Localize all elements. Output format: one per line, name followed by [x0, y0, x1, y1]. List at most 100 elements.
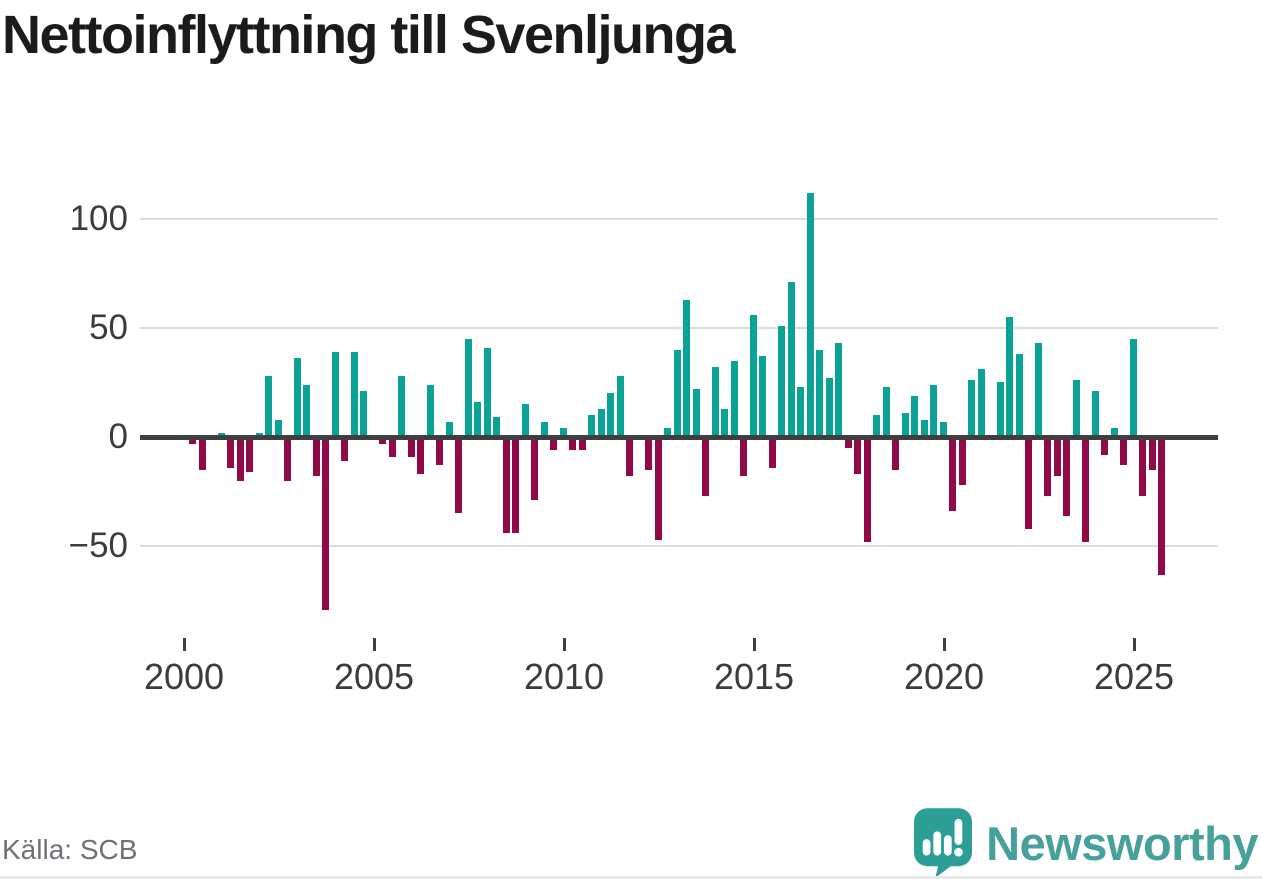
bar-2001Q2 — [236, 437, 244, 481]
bar-2014Q4 — [749, 314, 757, 437]
bar-2007Q2 — [464, 338, 472, 437]
bar-2010Q4 — [597, 408, 605, 437]
bar-2022Q3 — [1044, 437, 1051, 496]
x-axis-label-2020: 2020 — [903, 656, 985, 697]
x-tick-2025 — [1132, 638, 1136, 651]
bar-2003Q3 — [322, 437, 329, 610]
x-tick-2020 — [942, 638, 946, 651]
bar-2012Q4 — [673, 349, 681, 437]
x-axis-label-2005: 2005 — [333, 656, 415, 697]
bar-2022Q1 — [1025, 437, 1032, 529]
bar-2013Q3 — [702, 437, 709, 496]
bar-2015Q1 — [759, 356, 766, 437]
x-axis-label-2025: 2025 — [1093, 656, 1175, 697]
bar-2013Q2 — [692, 389, 700, 437]
bar-2001Q3 — [246, 437, 253, 472]
bar-2002Q1 — [265, 375, 272, 437]
bar-2008Q2 — [502, 437, 510, 534]
bar-2006Q4 — [445, 421, 453, 437]
bar-2009Q1 — [531, 437, 538, 501]
bar-2024Q4 — [1129, 338, 1137, 437]
bar-2019Q1 — [911, 395, 918, 437]
gridline-50 — [140, 326, 1218, 329]
bar-2003Q2 — [312, 437, 320, 477]
bar-2018Q4 — [901, 413, 909, 437]
bar-2011Q3 — [626, 437, 633, 477]
x-tick-2000 — [182, 638, 186, 651]
bar-2019Q2 — [920, 419, 928, 437]
bar-2002Q4 — [293, 358, 301, 437]
bar-2019Q3 — [930, 384, 937, 437]
brand-wordmark: Newsworthy — [986, 816, 1258, 870]
bar-2003Q4 — [331, 351, 339, 437]
bar-2016Q1 — [797, 386, 804, 437]
bar-2016Q4 — [825, 378, 833, 437]
x-axis-label-2000: 2000 — [143, 656, 225, 697]
bar-2002Q3 — [284, 437, 291, 481]
bar-2025Q1 — [1139, 437, 1146, 496]
y-axis-label-0: 0 — [108, 417, 128, 456]
bar-2015Q4 — [787, 282, 795, 437]
bar-2007Q1 — [455, 437, 462, 514]
bar-2020Q2 — [958, 437, 966, 485]
x-axis-label-2010: 2010 — [523, 656, 605, 697]
y-axis-label-100: 100 — [69, 198, 128, 238]
bar-2021Q2 — [996, 382, 1004, 437]
bar-2021Q3 — [1006, 316, 1013, 437]
bar-2022Q2 — [1034, 343, 1042, 437]
bar-2011Q1 — [607, 393, 614, 437]
bar-2006Q3 — [436, 437, 443, 466]
bar-2025Q3 — [1158, 437, 1165, 575]
bar-2008Q1 — [493, 417, 500, 437]
bar-2006Q1 — [417, 437, 424, 475]
bar-2003Q1 — [303, 384, 310, 437]
bar-2004Q2 — [350, 351, 358, 437]
brand-lockup: Newsworthy — [914, 808, 1258, 876]
bar-2015Q2 — [768, 437, 776, 468]
bar-2008Q3 — [512, 437, 519, 534]
gridline-100 — [140, 217, 1218, 220]
bar-2023Q4 — [1091, 391, 1099, 437]
bar-2019Q4 — [939, 421, 947, 437]
bar-2005Q3 — [398, 375, 405, 437]
source-note: Källa: SCB — [2, 834, 138, 865]
bar-2004Q3 — [360, 391, 367, 437]
bar-2020Q1 — [949, 437, 956, 512]
newsworthy-logo-icon — [914, 808, 973, 876]
bar-2008Q4 — [521, 404, 529, 437]
x-axis-line — [140, 434, 1218, 440]
bar-2013Q1 — [683, 299, 690, 437]
bar-2024Q1 — [1101, 437, 1108, 455]
bar-2009Q2 — [540, 421, 548, 437]
x-tick-2015 — [752, 638, 756, 651]
x-tick-2005 — [372, 638, 376, 651]
bar-2018Q1 — [873, 415, 880, 437]
bar-2013Q4 — [711, 367, 719, 437]
bar-2023Q3 — [1082, 437, 1089, 542]
x-axis-label-2015: 2015 — [713, 656, 795, 697]
bar-2021Q4 — [1015, 354, 1023, 437]
bar-2006Q2 — [426, 384, 434, 437]
bar-2020Q4 — [977, 369, 985, 437]
bar-2023Q2 — [1072, 380, 1080, 437]
bar-2005Q1 — [379, 437, 386, 444]
bar-2016Q2 — [806, 192, 814, 437]
bar-2022Q4 — [1053, 437, 1061, 477]
bar-2001Q1 — [227, 437, 234, 468]
bar-2017Q4 — [863, 437, 871, 542]
bar-2018Q2 — [882, 386, 890, 437]
bar-2009Q3 — [550, 437, 557, 451]
bar-2017Q1 — [835, 343, 842, 437]
bar-2014Q1 — [721, 408, 728, 437]
bar-2024Q3 — [1120, 437, 1127, 466]
chart-title: Nettoinflyttning till Svenljunga — [2, 5, 735, 65]
bar-2005Q2 — [388, 437, 396, 457]
bar-2007Q3 — [474, 402, 481, 437]
y-axis-label--50: −50 — [68, 526, 128, 566]
bar-2012Q3 — [664, 428, 671, 437]
bar-2004Q1 — [341, 437, 348, 461]
bar-2014Q3 — [740, 437, 747, 477]
gridline--50 — [140, 545, 1218, 548]
bar-2025Q2 — [1148, 437, 1156, 470]
